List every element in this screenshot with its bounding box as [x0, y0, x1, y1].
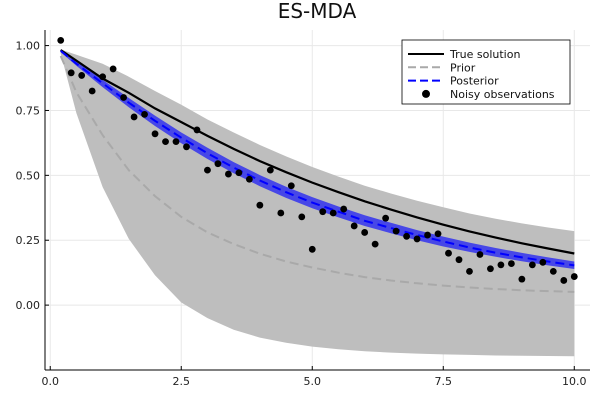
observation-point [57, 36, 65, 44]
x-tick-label: 7.5 [435, 375, 453, 388]
observation-point [528, 261, 536, 269]
observation-point [392, 227, 400, 235]
y-tick-label: 1.00 [16, 40, 41, 53]
x-tick-label: 0.0 [41, 375, 59, 388]
observation-point [549, 267, 557, 275]
observation-points [57, 36, 578, 284]
observation-point [67, 69, 75, 77]
axes [44, 30, 590, 371]
y-tick-label: 0.25 [16, 234, 41, 247]
observation-point [277, 209, 285, 217]
legend-label: Posterior [450, 75, 499, 88]
observation-point [319, 208, 327, 216]
x-tick-label: 10.0 [562, 375, 587, 388]
observation-point [340, 205, 348, 213]
legend-label: True solution [449, 48, 520, 61]
observation-point [141, 110, 148, 118]
series-line-1 [59, 55, 575, 293]
observation-point [130, 113, 138, 121]
observation-point [539, 258, 547, 266]
observation-point [371, 240, 379, 248]
observation-point [487, 265, 494, 273]
observation-point [99, 73, 107, 81]
observation-point [151, 130, 159, 138]
observation-point [225, 170, 232, 178]
observation-point [329, 209, 337, 217]
observation-point [214, 160, 222, 168]
observation-point [245, 175, 253, 183]
observation-point [455, 256, 463, 264]
observation-point [518, 275, 526, 283]
chart-title: ES-MDA [278, 0, 357, 23]
observation-point [434, 230, 442, 238]
y-tick-label: 0.00 [16, 299, 41, 312]
y-tick-label: 0.75 [16, 104, 41, 117]
observation-point [298, 213, 306, 221]
series-line-0 [60, 49, 575, 255]
observation-point [308, 245, 316, 253]
observation-point [120, 94, 128, 101]
observation-point [183, 143, 190, 151]
observation-point [382, 214, 390, 222]
observation-point [476, 251, 484, 258]
observation-point [78, 72, 86, 79]
observation-point [445, 249, 452, 257]
observation-point [361, 229, 369, 236]
observation-point [560, 277, 568, 284]
observation-point [403, 232, 410, 240]
observation-point [204, 166, 211, 174]
legend-label: Prior [450, 61, 476, 74]
observation-point [172, 138, 180, 146]
legend-marker [422, 89, 430, 98]
x-tick-label: 2.5 [173, 375, 191, 388]
observation-point [507, 260, 515, 267]
ticks: 0.0 2.5 5.0 7.5 10.0 0.00 0.25 0.50 0.75 1.00 [16, 40, 587, 388]
observation-point [497, 261, 505, 269]
observation-point [235, 169, 243, 177]
observation-point [193, 126, 201, 134]
observation-point [88, 87, 96, 95]
y-tick-label: 0.50 [16, 169, 41, 182]
legend-box [401, 39, 571, 105]
observation-point [109, 65, 117, 73]
observation-point [266, 166, 274, 174]
observation-point [256, 201, 264, 209]
observation-point [466, 267, 473, 275]
series-line-2 [60, 50, 575, 267]
observation-point [162, 138, 169, 146]
legend-label: Noisy observations [450, 88, 555, 101]
observation-point [413, 235, 421, 243]
observation-point [424, 231, 431, 239]
observation-point [570, 273, 578, 280]
series-lines [59, 49, 575, 293]
observation-point [350, 222, 358, 230]
observation-point [287, 182, 295, 190]
x-tick-label: 5.0 [304, 375, 322, 388]
